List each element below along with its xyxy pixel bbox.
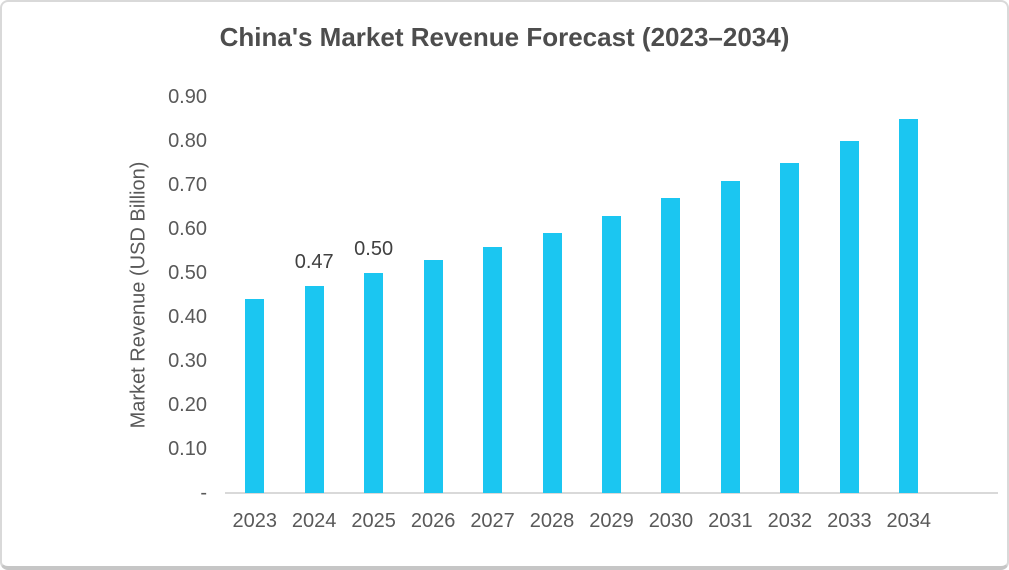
bar-2031	[720, 180, 740, 493]
x-axis-tick-label: 2034	[886, 510, 932, 532]
y-axis-tick-label: -	[200, 482, 207, 504]
bar-2029	[602, 215, 621, 493]
x-axis-tick-label: 2023	[232, 510, 277, 532]
y-axis-tick-label: 0.60	[168, 218, 207, 240]
bar-2026	[423, 259, 443, 493]
x-axis-tick-label: 2032	[767, 510, 813, 532]
y-axis-title: Market Revenue (USD Billion)	[127, 161, 150, 429]
bar-2032	[780, 163, 800, 493]
bar-2028	[542, 233, 562, 493]
bar-2034	[899, 119, 919, 493]
x-axis-tick-label: 2028	[529, 510, 575, 532]
y-axis-tick-label: 0.20	[168, 394, 207, 416]
x-axis-tick-label: 2025	[351, 510, 396, 532]
y-axis-tick-label: 0.80	[168, 130, 207, 152]
x-axis-tick-label: 2033	[827, 510, 872, 532]
bar-2033	[839, 141, 859, 493]
y-axis-tick-label: 0.90	[168, 86, 207, 108]
x-axis-tick-label: 2024	[291, 510, 337, 532]
x-axis-tick-label: 2026	[410, 510, 456, 532]
data-label-2025: 0.50	[354, 238, 394, 260]
y-axis-tick-label: 0.40	[168, 306, 207, 328]
data-label-2024: 0.47	[294, 251, 334, 274]
x-axis-tick-label: 2029	[589, 510, 634, 532]
bar-2024	[304, 286, 324, 493]
y-axis-tick-label: 0.70	[168, 174, 207, 196]
x-axis-tick-label: 2031	[708, 510, 753, 532]
x-axis-tick-label: 2030	[648, 510, 694, 532]
chart-title: China's Market Revenue Forecast (2023–20…	[219, 22, 790, 52]
x-axis-tick-label: 2027	[470, 510, 515, 532]
bar-2027	[483, 246, 503, 493]
y-axis-tick-label: 0.10	[168, 438, 207, 460]
y-axis-tick-label: 0.50	[168, 262, 207, 284]
bar-2023	[245, 299, 265, 493]
x-axis-line	[225, 492, 998, 494]
bar-2030	[661, 198, 681, 493]
bar-2025	[364, 273, 384, 493]
y-axis-tick-label: 0.30	[168, 350, 207, 372]
